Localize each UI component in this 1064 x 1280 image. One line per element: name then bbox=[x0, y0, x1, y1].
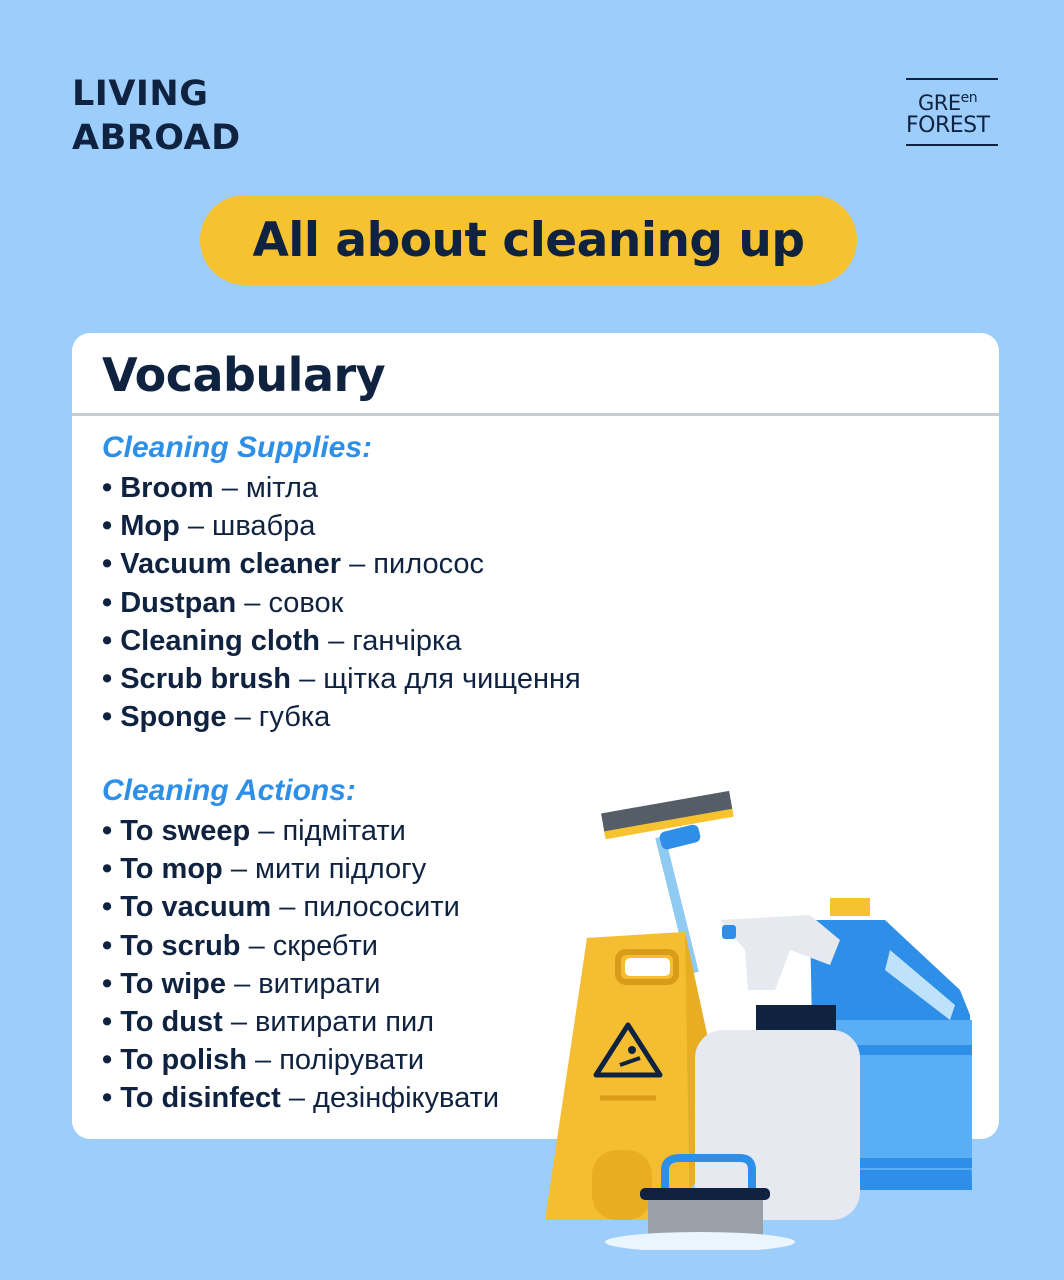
bullet-icon: • bbox=[102, 929, 121, 962]
vocab-term: Dustpan bbox=[120, 586, 237, 619]
vocab-translation: – витирати bbox=[234, 967, 381, 1000]
card-divider bbox=[72, 413, 999, 416]
vocab-term: To disinfect bbox=[120, 1082, 281, 1115]
vocab-item: • To disinfect – дезінфікувати bbox=[102, 1079, 499, 1117]
vocab-item: • To wipe – витирати bbox=[102, 965, 499, 1003]
vocab-translation: – підмітати bbox=[258, 815, 406, 847]
bullet-icon: • bbox=[102, 967, 121, 1000]
vocab-term: Cleaning cloth bbox=[120, 624, 321, 657]
vocab-item: • Mop – швабра bbox=[102, 507, 581, 545]
logo-top-rule bbox=[906, 78, 998, 80]
section-title-actions: Cleaning Actions: bbox=[102, 774, 356, 807]
vocab-translation: – пилососити bbox=[279, 891, 460, 924]
bullet-icon: • bbox=[102, 548, 121, 581]
bullet-icon: • bbox=[102, 1005, 121, 1038]
bullet-icon: • bbox=[102, 891, 121, 924]
vocab-item: • To polish – полірувати bbox=[102, 1041, 499, 1079]
bullet-icon: • bbox=[102, 853, 121, 886]
vocab-term: To scrub bbox=[120, 929, 241, 962]
bullet-icon: • bbox=[102, 1044, 121, 1077]
brand-line-2: ABROAD bbox=[72, 118, 241, 158]
vocab-translation: – витирати пил bbox=[230, 1005, 435, 1038]
vocab-item: • Broom – мітла bbox=[102, 469, 581, 507]
vocab-translation: – полірувати bbox=[255, 1044, 425, 1077]
page-title: All about cleaning up bbox=[200, 195, 857, 285]
bullet-icon: • bbox=[102, 1082, 121, 1115]
vocab-translation: – ганчірка bbox=[328, 624, 462, 657]
vocab-term: Scrub brush bbox=[120, 662, 292, 695]
vocab-item: • To dust – витирати пил bbox=[102, 1003, 499, 1041]
logo-line-1-sup: en bbox=[960, 90, 978, 106]
logo-line-2: FOREST bbox=[906, 113, 990, 138]
spray-bottle-icon bbox=[695, 915, 860, 1220]
vocab-item: • Scrub brush – щітка для чищення bbox=[102, 660, 581, 698]
bullet-icon: • bbox=[102, 472, 121, 504]
vocab-item: • To sweep – підмітати bbox=[102, 812, 499, 850]
vocab-translation: – щітка для чищення bbox=[299, 662, 581, 695]
bullet-icon: • bbox=[102, 815, 121, 847]
brand-living-abroad: LIVING ABROAD bbox=[72, 72, 241, 160]
vocab-translation: – мити підлогу bbox=[230, 853, 427, 886]
bullet-icon: • bbox=[102, 510, 121, 543]
vocab-translation: – швабра bbox=[187, 510, 316, 543]
vocab-term: To mop bbox=[120, 853, 223, 886]
vocab-term: To dust bbox=[120, 1005, 223, 1038]
vocab-translation: – мітла bbox=[221, 472, 318, 504]
vocab-item: • Cleaning cloth – ганчірка bbox=[102, 622, 581, 660]
vocab-term: To vacuum bbox=[120, 891, 272, 924]
vocab-term: Mop bbox=[120, 510, 180, 543]
vocab-term: Vacuum cleaner bbox=[120, 548, 342, 581]
brand-line-1: LIVING bbox=[72, 74, 209, 114]
vocab-translation: – губка bbox=[234, 701, 331, 734]
cleaning-supplies-illustration bbox=[545, 790, 972, 1250]
logo-line-1: GREen bbox=[918, 90, 978, 115]
wet-floor-sign-icon bbox=[545, 932, 730, 1220]
vocab-item: • To vacuum – пилососити bbox=[102, 888, 499, 926]
scrub-brush-icon bbox=[605, 1154, 795, 1250]
bullet-icon: • bbox=[102, 662, 121, 695]
squeegee-icon bbox=[601, 790, 734, 975]
vocabulary-card: Vocabulary Cleaning Supplies: • Broom – … bbox=[72, 333, 999, 1139]
actions-list: • To sweep – підмітати • To mop – мити пі… bbox=[102, 812, 499, 1118]
vocab-term: To sweep bbox=[120, 815, 251, 847]
vocab-item: • To scrub – скребти bbox=[102, 927, 499, 965]
bullet-icon: • bbox=[102, 701, 121, 734]
vocab-term: To wipe bbox=[120, 967, 227, 1000]
vocab-item: • Dustpan – совок bbox=[102, 584, 581, 622]
bullet-icon: • bbox=[102, 624, 121, 657]
vocab-term: To polish bbox=[120, 1044, 247, 1077]
vocab-item: • To mop – мити підлогу bbox=[102, 850, 499, 888]
card-heading: Vocabulary bbox=[102, 348, 386, 402]
vocab-item: • Vacuum cleaner – пилосос bbox=[102, 545, 581, 583]
vocab-translation: – дезінфікувати bbox=[288, 1082, 500, 1115]
logo-bottom-rule bbox=[906, 144, 998, 146]
section-title-supplies: Cleaning Supplies: bbox=[102, 431, 373, 464]
green-forest-logo: GREen FOREST bbox=[906, 78, 998, 148]
vocab-term: Broom bbox=[120, 472, 214, 504]
vocab-translation: – совок bbox=[244, 586, 344, 619]
vocab-translation: – скребти bbox=[248, 929, 378, 962]
supplies-list: • Broom – мітла • Mop – швабра • Vacuum cl… bbox=[102, 469, 581, 736]
vocab-translation: – пилосос bbox=[349, 548, 485, 581]
vocab-item: • Sponge – губка bbox=[102, 698, 581, 736]
bullet-icon: • bbox=[102, 586, 121, 619]
vocab-term: Sponge bbox=[120, 701, 227, 734]
